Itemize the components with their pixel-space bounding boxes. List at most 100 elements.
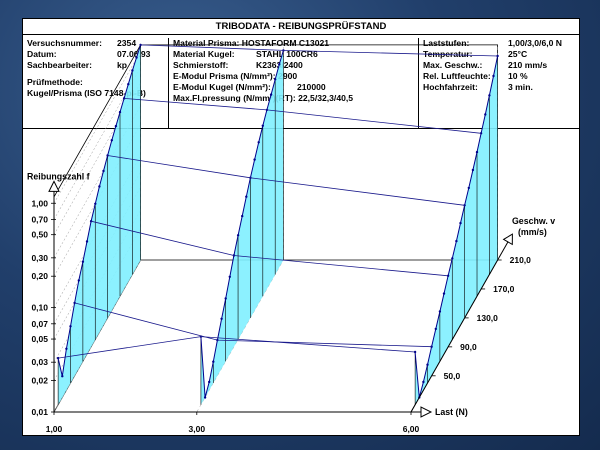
info-value: 2900: [278, 71, 298, 81]
data-point: [224, 297, 227, 300]
info-label: Laststufen:: [423, 38, 470, 48]
y-axis-title: Reibungszahl f: [27, 171, 90, 181]
data-point: [442, 292, 446, 295]
x-axis-arrow: [420, 406, 433, 418]
info-test-column: Versuchsnummer: 2354 Datum: 07.06.93 Sachb…: [23, 38, 168, 128]
data-point: [139, 43, 142, 47]
chart-areas: [57, 44, 498, 405]
info-label: Material Prisma:: [173, 38, 240, 48]
info-value: 210 mm/s: [508, 60, 548, 70]
data-point: [484, 113, 487, 116]
back-wall-outline: [140, 44, 499, 260]
y-tick-label: 0,70: [31, 214, 48, 224]
info-row: Versuchsnummer: 2354: [27, 38, 168, 49]
info-value: 10 %: [508, 71, 528, 81]
info-label: Sachbearbeiter:: [27, 60, 92, 70]
info-value: 07.06.93: [117, 49, 151, 59]
data-point: [269, 93, 273, 96]
data-point: [274, 78, 277, 81]
data-point: [459, 221, 462, 225]
data-point: [236, 234, 240, 237]
info-value: 210000: [297, 82, 326, 92]
info-value: 25°C: [508, 49, 528, 59]
report-title: TRIBODATA - REIBUNGSPRÜFSTAND: [23, 19, 579, 35]
info-label: Rel. Luftfeuchte:: [423, 71, 491, 81]
info-row: Laststufen: 1,00/3,0/6,0 N: [423, 38, 581, 49]
info-panel: Versuchsnummer: 2354 Datum: 07.06.93 Sachb…: [23, 35, 579, 129]
data-point: [253, 158, 256, 161]
y-tick-label: 0,05: [31, 334, 48, 344]
z-axis-title-line1: Geschw. v: [512, 216, 555, 226]
info-value: 22,5/32,3/40,5: [298, 93, 354, 103]
data-point: [94, 202, 97, 205]
info-row: Material Prisma: HOSTAFORM C13021: [173, 38, 418, 49]
y-tick-label: 1,00: [31, 198, 48, 208]
data-point: [451, 257, 454, 260]
data-point: [492, 74, 495, 78]
data-point: [245, 195, 248, 198]
data-point: [85, 240, 89, 243]
speed-connector-line: [58, 336, 416, 359]
data-point: [61, 375, 64, 378]
info-value: HOSTAFORM C13021: [241, 38, 330, 48]
method-value: Kugel/Prisma (ISO 7148-pl-B): [27, 88, 146, 98]
info-material-column: Material Prisma: HOSTAFORM C13021 Materi…: [168, 38, 418, 128]
z-axis-arrow: [502, 233, 513, 246]
info-label: Material Kugel:: [173, 49, 235, 59]
report-sheet: TRIBODATA - REIBUNGSPRÜFSTAND Versuchsnu…: [22, 18, 580, 436]
z-axis-line: [410, 241, 509, 413]
z-tick-label: 170,0: [493, 284, 515, 294]
y-tick-label: 0,50: [31, 230, 48, 240]
y-tick-label: 0,03: [31, 357, 48, 367]
data-point: [434, 327, 437, 331]
speed-connector-line: [91, 220, 449, 277]
info-label: Datum:: [27, 49, 57, 59]
friction-area-load-6: [415, 56, 498, 405]
data-point: [261, 124, 264, 127]
speed-connector-line: [140, 44, 498, 57]
y-tick-label: 0,30: [31, 253, 48, 263]
info-label: Max. Geschw.:: [423, 60, 483, 70]
info-value: 3 min.: [508, 82, 533, 92]
data-point: [208, 380, 211, 384]
data-point: [77, 279, 80, 282]
y-axis-arrow: [48, 180, 60, 192]
x-axis-title: Last (N): [435, 407, 468, 417]
friction-chart: 0,01 0,02 0,03 0,05 0,07 0,10 0,20 0,30 0,50 0,70…: [27, 43, 555, 434]
data-point: [114, 124, 118, 128]
data-point: [278, 63, 281, 66]
speed-connector-line: [74, 302, 432, 348]
y-tick-label: 0,02: [31, 376, 48, 386]
data-point: [438, 310, 442, 313]
x-tick-label: 3,00: [189, 424, 206, 434]
data-point: [241, 214, 244, 218]
info-row: Datum: 07.06.93: [27, 49, 168, 60]
speed-connector-line: [124, 98, 482, 134]
z-tick-label: 50,0: [444, 371, 461, 381]
data-point: [455, 239, 458, 243]
y-gridline: [53, 51, 141, 204]
chart-lines: [56, 43, 499, 399]
info-label: Schmierstoff:: [173, 60, 229, 70]
data-point: [102, 169, 105, 173]
data-point: [212, 360, 215, 363]
info-row: Hochfahrzeit: 3 min.: [423, 82, 581, 93]
info-label: Hochfahrzeit:: [423, 82, 478, 92]
data-point: [98, 185, 101, 188]
y-tick-label: 0,10: [31, 303, 48, 313]
info-row: E-Modul Prisma (N/mm²): 2900: [173, 71, 418, 82]
info-value: STAHL 100CR6: [256, 49, 318, 59]
data-point: [203, 396, 207, 399]
y-tick-label: 0,20: [31, 271, 48, 281]
data-point: [228, 275, 231, 278]
info-label: Max.Fl.pressung (N/mm²)(RT):: [173, 93, 296, 103]
data-point: [220, 317, 223, 320]
data-point: [65, 347, 68, 350]
x-tick-label: 1,00: [46, 424, 63, 434]
method-label: Prüfmethode:: [27, 77, 83, 87]
info-row: Material Kugel: STAHL 100CR6: [173, 49, 418, 60]
chart-labels: 0,01 0,02 0,03 0,05 0,07 0,10 0,20 0,30 0,50 0,70…: [27, 171, 555, 434]
info-value: kp: [117, 60, 128, 70]
data-point: [131, 69, 134, 72]
info-label: E-Modul Kugel (N/mm²):: [173, 82, 271, 92]
